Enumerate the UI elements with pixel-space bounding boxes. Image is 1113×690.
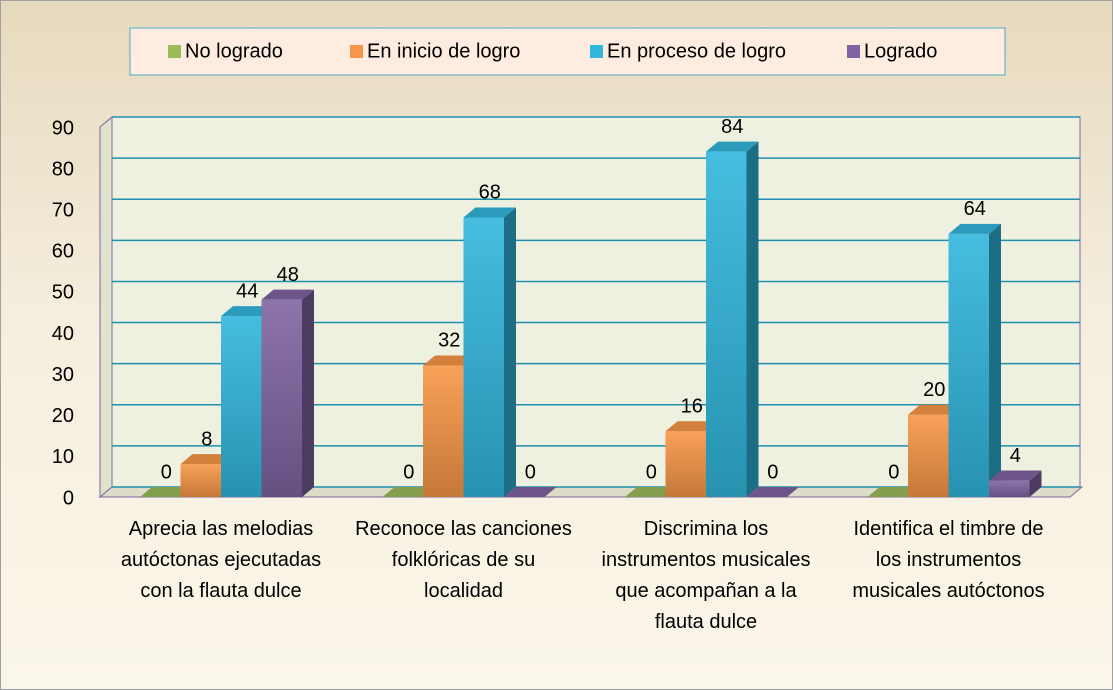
bar-top bbox=[989, 470, 1042, 481]
bar-front bbox=[180, 464, 221, 497]
bar-top bbox=[625, 487, 678, 497]
left-wall bbox=[99, 115, 113, 499]
bar-front bbox=[706, 151, 747, 497]
y-tick-label: 90 bbox=[52, 117, 74, 139]
bar bbox=[948, 223, 1001, 497]
y-tick-label: 80 bbox=[52, 158, 74, 180]
value-label: 20 bbox=[923, 379, 945, 401]
bar-top bbox=[423, 355, 476, 366]
bar-top bbox=[867, 487, 920, 497]
x-tick-label: Identifica el timbre de los instrumentos… bbox=[852, 518, 1045, 602]
value-label: 32 bbox=[438, 330, 460, 352]
bar-front bbox=[908, 414, 949, 497]
bar-top bbox=[463, 207, 516, 218]
value-label: 4 bbox=[1010, 445, 1021, 467]
legend-swatch bbox=[168, 45, 181, 58]
y-tick-label: 0 bbox=[63, 487, 74, 509]
legend-swatch bbox=[590, 45, 603, 58]
bar-front bbox=[948, 233, 989, 497]
y-tick-label: 10 bbox=[52, 446, 74, 468]
legend-swatch bbox=[350, 45, 363, 58]
bar-top bbox=[948, 223, 1001, 234]
bar-top bbox=[504, 487, 557, 497]
value-label: 0 bbox=[403, 461, 414, 483]
bar bbox=[989, 470, 1042, 497]
legend-label: Logrado bbox=[864, 40, 937, 62]
y-tick-label: 50 bbox=[52, 282, 74, 304]
bar-front bbox=[221, 316, 262, 497]
bar-top bbox=[908, 404, 961, 415]
bar bbox=[140, 487, 193, 497]
bar bbox=[706, 141, 759, 497]
y-tick-label: 30 bbox=[52, 364, 74, 386]
bar bbox=[867, 487, 920, 497]
bar-top bbox=[746, 487, 799, 497]
bar bbox=[504, 487, 557, 497]
bar-side bbox=[746, 141, 759, 497]
value-label: 0 bbox=[767, 461, 778, 483]
bar-front bbox=[463, 217, 504, 497]
bar-side bbox=[504, 207, 516, 497]
bar bbox=[463, 207, 516, 497]
value-label: 0 bbox=[646, 461, 657, 483]
bar-front bbox=[261, 299, 302, 497]
x-tick-label: Aprecia las melodias autóctonas ejecutad… bbox=[120, 518, 322, 602]
legend-label: No logrado bbox=[185, 40, 283, 62]
y-tick-label: 20 bbox=[52, 405, 74, 427]
y-tick-label: 40 bbox=[52, 323, 74, 345]
value-label: 0 bbox=[888, 461, 899, 483]
bar-top bbox=[261, 289, 314, 300]
legend-swatch bbox=[847, 45, 860, 58]
bar-side bbox=[989, 223, 1001, 497]
bar-side bbox=[302, 289, 314, 497]
value-label: 68 bbox=[479, 182, 501, 204]
x-tick-label: Discrimina los instrumentos musicales qu… bbox=[601, 518, 811, 633]
value-label: 84 bbox=[721, 116, 743, 138]
y-tick-label: 70 bbox=[52, 200, 74, 222]
value-label: 8 bbox=[201, 428, 212, 450]
bar-front bbox=[665, 431, 706, 497]
bar bbox=[261, 289, 314, 497]
bar-top bbox=[382, 487, 435, 497]
bar bbox=[625, 487, 678, 497]
value-label: 16 bbox=[681, 396, 703, 418]
y-tick-label: 60 bbox=[52, 241, 74, 263]
bar bbox=[746, 487, 799, 497]
bar-top bbox=[221, 306, 274, 317]
legend-label: En proceso de logro bbox=[607, 40, 786, 62]
x-tick-label: Reconoce las canciones folklóricas de su… bbox=[355, 518, 572, 602]
value-label: 48 bbox=[277, 264, 299, 286]
bar-top bbox=[140, 487, 193, 497]
bar bbox=[382, 487, 435, 497]
value-label: 0 bbox=[161, 461, 172, 483]
value-label: 64 bbox=[964, 198, 986, 220]
bar-top bbox=[665, 421, 718, 432]
value-label: 44 bbox=[236, 280, 258, 302]
bar-top bbox=[180, 454, 233, 465]
bar-side bbox=[1029, 470, 1042, 497]
value-label: 0 bbox=[525, 461, 536, 483]
bar-front bbox=[423, 365, 464, 497]
bar-front bbox=[989, 480, 1030, 497]
legend-label: En inicio de logro bbox=[367, 40, 520, 62]
bar-top bbox=[706, 141, 759, 152]
